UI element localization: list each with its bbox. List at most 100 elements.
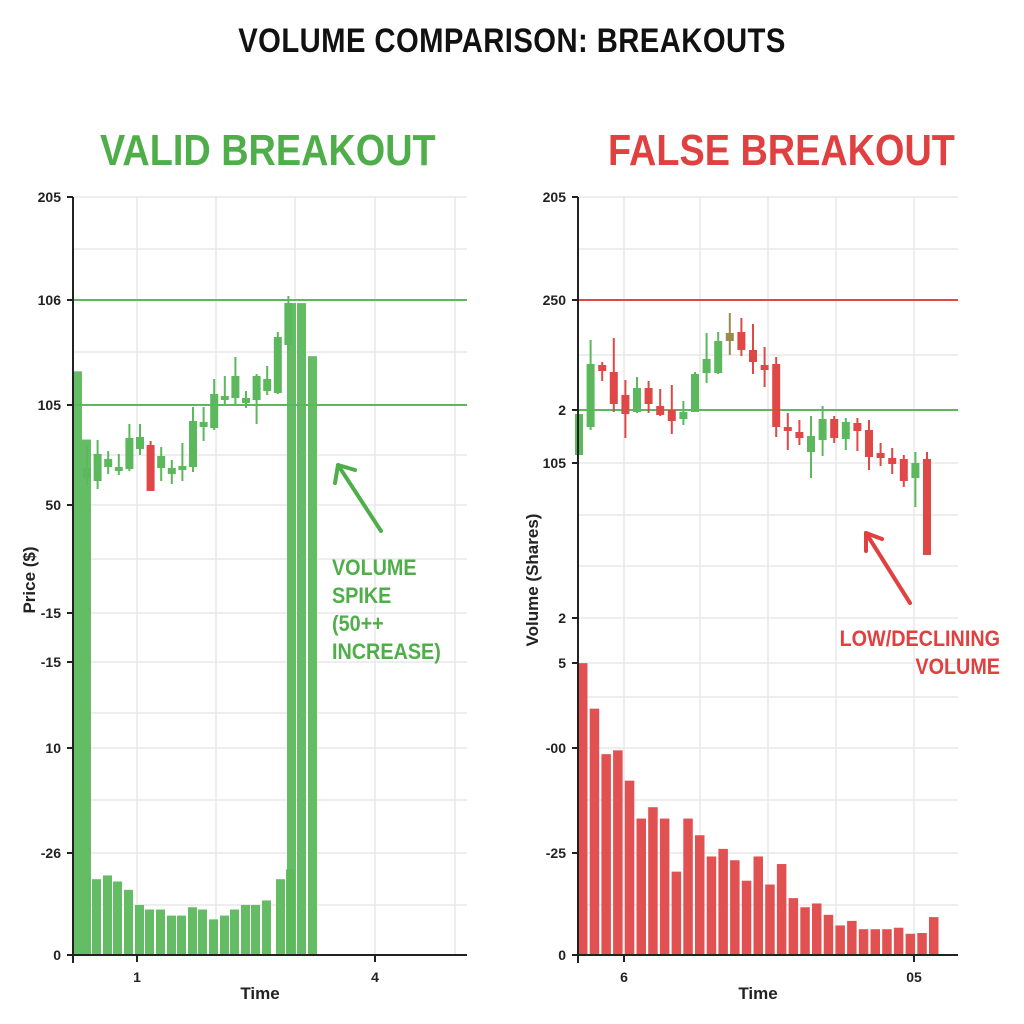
- candle-body: [125, 438, 134, 469]
- y-axis-title: Price ($): [20, 546, 39, 613]
- y-tick-label: 106: [38, 292, 62, 308]
- candle-body: [644, 388, 653, 404]
- volume-bar: [718, 848, 728, 955]
- candle-body: [146, 445, 155, 491]
- y-tick-label: -26: [41, 845, 61, 861]
- y-tick-label: 105: [38, 397, 62, 413]
- candle-body: [679, 412, 688, 419]
- candle-body: [167, 468, 176, 474]
- volume-bar: [613, 750, 623, 955]
- y-tick-label: 205: [543, 189, 567, 205]
- volume-bar: [262, 900, 271, 955]
- y-tick-label: -15: [41, 605, 61, 621]
- y-tick-label: 250: [543, 292, 567, 308]
- candle-body: [795, 432, 804, 438]
- volume-bar: [167, 915, 176, 955]
- x-axis-title: Time: [240, 984, 279, 1003]
- volume-bar: [578, 663, 588, 955]
- volume-bar: [276, 879, 285, 955]
- candle-body: [807, 436, 815, 452]
- main-title: VOLUME COMPARISON: BREAKOUTS: [238, 22, 786, 60]
- candle-body: [242, 398, 250, 403]
- volume-bar: [648, 807, 658, 955]
- volume-bar: [870, 929, 880, 955]
- volume-bar: [835, 925, 845, 955]
- candle-body: [199, 422, 208, 427]
- volume-bar: [776, 864, 787, 955]
- annotation-text-line: INCREASE): [332, 640, 441, 664]
- candle-body: [899, 459, 908, 481]
- y-tick-label: -00: [546, 740, 566, 756]
- candle-body: [865, 430, 873, 457]
- volume-bar: [135, 904, 144, 955]
- candle-body: [104, 459, 113, 467]
- annotation-text-line: VOLUME: [332, 556, 417, 580]
- candle-body: [189, 421, 197, 467]
- candle-body: [923, 459, 931, 555]
- candle-body: [760, 365, 769, 370]
- volume-bar: [82, 439, 91, 955]
- annotation-text-line: LOW/DECLINING: [840, 627, 1000, 651]
- candle-body: [818, 419, 827, 440]
- volume-bar: [177, 915, 186, 955]
- candle-body: [783, 427, 792, 431]
- volume-bar: [917, 933, 927, 955]
- volume-bar: [251, 904, 260, 955]
- volume-bar: [893, 927, 904, 955]
- candle-body: [876, 453, 885, 458]
- volume-bar: [73, 371, 82, 956]
- candle-body: [830, 419, 839, 438]
- candle-body: [114, 467, 123, 471]
- candle-body: [911, 463, 920, 478]
- annotation-arrow-icon: [864, 531, 912, 605]
- volume-bar: [636, 818, 646, 955]
- candle-body: [252, 376, 261, 400]
- candle-body: [586, 364, 595, 427]
- candle-body: [691, 374, 699, 412]
- volume-bar: [800, 907, 810, 955]
- arrow-shaft: [336, 463, 383, 533]
- candle-body: [609, 372, 618, 404]
- annotation-text-line: VOLUME: [915, 655, 1000, 679]
- annotation-text-line: (50++: [332, 612, 384, 636]
- volume-bar: [230, 909, 239, 955]
- candle-body: [737, 332, 746, 350]
- volume-bar: [601, 754, 611, 955]
- candle-body: [83, 468, 91, 478]
- candle-body: [157, 456, 166, 468]
- volume-bar: [624, 780, 635, 955]
- volume-bar: [812, 903, 822, 955]
- candle-body: [725, 333, 734, 341]
- candle-body: [178, 466, 187, 470]
- volume-bar: [882, 929, 892, 955]
- volume-bar: [220, 915, 229, 955]
- volume-bar: [308, 356, 317, 955]
- volume-bar: [695, 835, 705, 955]
- x-tick-label: 6: [620, 969, 628, 985]
- candle-body: [841, 422, 850, 439]
- volume-bar: [905, 933, 916, 955]
- volume-bar: [124, 889, 133, 955]
- volume-bar: [788, 898, 799, 955]
- candle-body: [633, 388, 641, 412]
- y-tick-label: 2: [558, 610, 566, 626]
- volume-bar: [103, 875, 112, 955]
- annotation-text-line: SPIKE: [332, 584, 391, 608]
- volume-bar: [113, 881, 122, 955]
- y-tick-label: -25: [546, 845, 566, 861]
- candle-body: [93, 454, 102, 481]
- y-tick-label: 5: [558, 655, 566, 671]
- candle-body: [598, 365, 607, 371]
- candle-body: [621, 395, 630, 414]
- volume-bar: [847, 920, 857, 955]
- x-axis-title: Time: [738, 984, 777, 1003]
- candle-body: [772, 364, 781, 427]
- volume-bar: [156, 909, 165, 955]
- candle-body: [656, 406, 665, 415]
- volume-bar: [671, 871, 682, 955]
- y-tick-label: 105: [543, 455, 567, 471]
- x-tick-label: 05: [906, 969, 922, 985]
- volume-bar: [209, 919, 218, 955]
- volume-bar: [145, 909, 154, 955]
